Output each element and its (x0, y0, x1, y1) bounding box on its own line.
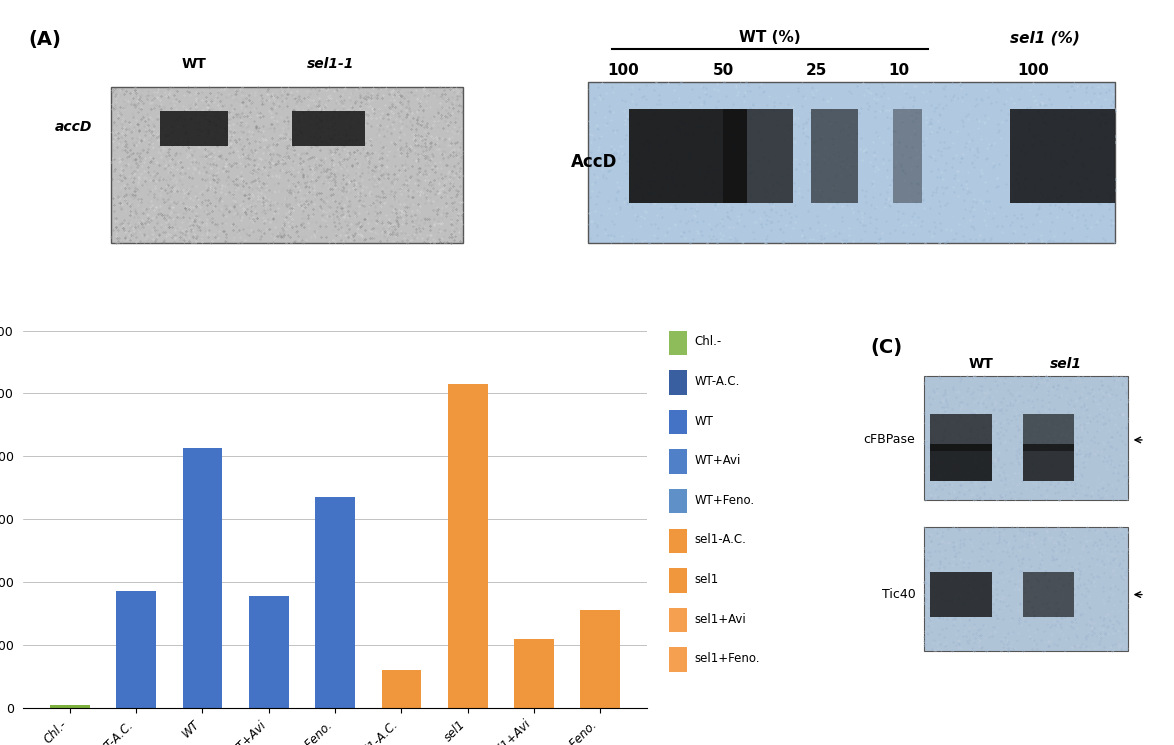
Bar (183, 448, 222, 708)
Text: (A): (A) (28, 31, 61, 49)
Bar (811, 109, 858, 203)
Bar (668, 410, 687, 434)
Bar (924, 527, 1128, 651)
Bar (50, 705, 89, 708)
Bar (930, 572, 992, 617)
Bar (668, 489, 687, 513)
Bar (382, 670, 421, 708)
Bar (1023, 572, 1074, 617)
Text: 100: 100 (1018, 63, 1050, 77)
Text: 100: 100 (608, 63, 640, 77)
Bar (668, 568, 687, 593)
Bar (668, 647, 687, 672)
Text: WT (%): WT (%) (740, 31, 801, 45)
Bar (668, 449, 687, 474)
Bar (1010, 109, 1115, 203)
Text: sel1 (%): sel1 (%) (1010, 31, 1080, 45)
Bar (668, 370, 687, 395)
Text: AccD: AccD (571, 153, 618, 171)
Bar (580, 610, 620, 708)
Bar (112, 87, 463, 244)
Text: sel1+Feno.: sel1+Feno. (694, 652, 760, 665)
Text: WT: WT (694, 414, 714, 428)
Bar (668, 529, 687, 553)
Text: WT+Feno.: WT+Feno. (694, 494, 755, 507)
Text: WT: WT (182, 57, 207, 71)
Bar (160, 111, 229, 146)
Bar (249, 596, 289, 708)
Bar (1023, 444, 1074, 481)
Bar (668, 608, 687, 633)
Bar (292, 111, 365, 146)
Text: Chl.-: Chl.- (694, 335, 722, 349)
Text: WT-A.C.: WT-A.C. (694, 375, 740, 388)
Bar (723, 109, 794, 203)
Bar (447, 384, 487, 708)
Text: sel1: sel1 (1050, 357, 1081, 371)
Bar (930, 413, 992, 451)
Bar (588, 82, 1115, 244)
Bar (629, 109, 747, 203)
Text: sel1: sel1 (694, 573, 718, 586)
Bar (930, 444, 992, 481)
Text: cFBPase: cFBPase (864, 434, 916, 446)
Bar (116, 592, 156, 708)
Text: accD: accD (54, 121, 92, 134)
Text: WT: WT (969, 357, 993, 371)
Text: WT+Avi: WT+Avi (694, 454, 741, 467)
Text: sel1-1: sel1-1 (308, 57, 355, 71)
Bar (668, 331, 687, 355)
Text: sel1+Avi: sel1+Avi (694, 612, 747, 626)
Text: 10: 10 (889, 63, 910, 77)
Bar (315, 497, 355, 708)
Bar (1023, 413, 1074, 451)
Text: Tic40: Tic40 (882, 588, 916, 601)
Bar (893, 109, 923, 203)
Text: sel1-A.C.: sel1-A.C. (694, 533, 747, 546)
Text: 25: 25 (807, 63, 828, 77)
Text: (C): (C) (870, 338, 902, 357)
Text: 50: 50 (713, 63, 734, 77)
Bar (924, 375, 1128, 501)
Bar (514, 638, 554, 708)
